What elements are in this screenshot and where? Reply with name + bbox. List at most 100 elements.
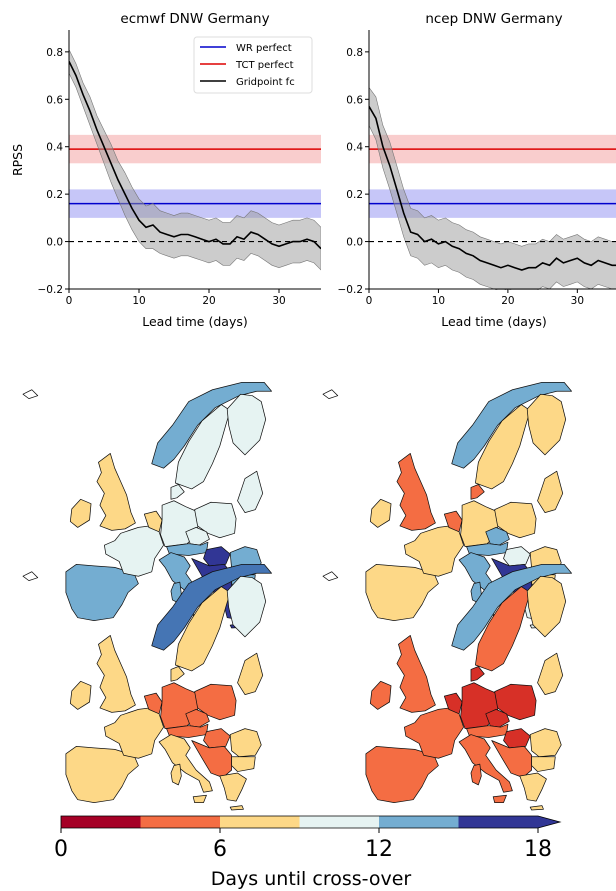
island-iceland-fragment bbox=[22, 389, 39, 400]
colorbar-outline bbox=[60, 815, 562, 829]
country-poland bbox=[494, 501, 537, 539]
map-bottom-left bbox=[22, 563, 272, 811]
colorbar-tick-label: 18 bbox=[524, 837, 552, 862]
x-tick-label: 10 bbox=[432, 295, 445, 307]
x-tick-label: 30 bbox=[571, 295, 584, 307]
map-top-left bbox=[22, 381, 272, 629]
country-romania bbox=[229, 728, 262, 758]
country-denmark bbox=[170, 666, 185, 682]
x-axis-label: Lead time (days) bbox=[142, 314, 247, 329]
y-tick-label: 0.6 bbox=[46, 94, 63, 106]
colorbar-bin bbox=[61, 816, 141, 828]
line-chart-ncep: ncep DNW Germany Lead time (days) 0 10 20 3… bbox=[338, 11, 616, 329]
country-iberia bbox=[65, 564, 139, 622]
y-tick-label: 0.4 bbox=[346, 142, 363, 154]
maps bbox=[22, 381, 572, 811]
y-tick-label: 0.8 bbox=[46, 47, 63, 59]
country-norway bbox=[151, 563, 272, 651]
country-bulgaria bbox=[531, 756, 556, 772]
chart-title: ncep DNW Germany bbox=[425, 11, 562, 27]
country-baltics bbox=[237, 470, 264, 513]
country-finland bbox=[526, 393, 567, 456]
country-balkans bbox=[191, 740, 233, 778]
colorbar-bin bbox=[140, 816, 220, 828]
colorbar: 0 6 12 18 bbox=[54, 815, 562, 862]
country-benelux bbox=[443, 692, 463, 715]
country-denmark bbox=[470, 666, 485, 682]
x-axis-label: Lead time (days) bbox=[441, 314, 546, 329]
series-line-gridpoint-fc bbox=[369, 105, 616, 271]
country-hungary bbox=[203, 546, 231, 567]
country-uk bbox=[396, 635, 436, 713]
y-tick-label: 0.0 bbox=[346, 237, 363, 249]
island-iceland-fragment bbox=[322, 389, 339, 400]
country-poland bbox=[194, 683, 237, 721]
country-bulgaria bbox=[231, 756, 256, 772]
legend-label-tct: TCT perfect bbox=[235, 60, 294, 71]
country-ireland bbox=[69, 498, 92, 528]
island-iceland-fragment bbox=[322, 571, 339, 582]
country-baltics bbox=[537, 470, 564, 513]
country-balkans bbox=[491, 740, 533, 778]
colorbar-bin bbox=[458, 816, 538, 828]
legend: WR perfect TCT perfect Gridpoint fc bbox=[193, 36, 313, 94]
country-iberia bbox=[365, 746, 439, 804]
country-denmark bbox=[170, 484, 185, 500]
y-tick-label: 0.8 bbox=[346, 47, 363, 59]
country-uk bbox=[96, 635, 136, 713]
island-sicily bbox=[192, 794, 207, 804]
country-romania bbox=[529, 728, 562, 758]
country-uk bbox=[396, 453, 436, 531]
legend-label-wr: WR perfect bbox=[236, 43, 292, 54]
legend-box bbox=[193, 36, 313, 94]
country-denmark bbox=[470, 484, 485, 500]
country-finland bbox=[226, 393, 267, 456]
x-tick-label: 10 bbox=[132, 295, 145, 307]
y-tick-label: −0.2 bbox=[38, 284, 64, 296]
colorbar-label: Days until cross-over bbox=[211, 868, 412, 890]
country-greece bbox=[219, 772, 247, 802]
country-norway bbox=[451, 381, 572, 469]
island-sicily bbox=[492, 794, 507, 804]
y-tick-label: −0.2 bbox=[338, 284, 364, 296]
country-baltics bbox=[537, 652, 564, 695]
country-hungary bbox=[503, 728, 531, 749]
country-hungary bbox=[503, 546, 531, 567]
country-baltics bbox=[237, 652, 264, 695]
colorbar-bin bbox=[299, 816, 379, 828]
colorbar-bin bbox=[379, 816, 459, 828]
series-uncertainty-band bbox=[69, 49, 321, 271]
country-finland bbox=[526, 575, 567, 638]
country-benelux bbox=[143, 510, 163, 533]
country-norway bbox=[451, 563, 572, 651]
colorbar-tick-label: 0 bbox=[54, 837, 68, 862]
country-ireland bbox=[369, 498, 392, 528]
x-tick-label: 20 bbox=[501, 295, 514, 307]
map-bottom-right bbox=[322, 563, 572, 811]
x-tick-label: 0 bbox=[366, 295, 373, 307]
island-sardinia-corsica bbox=[170, 763, 182, 786]
country-poland bbox=[494, 683, 537, 721]
country-benelux bbox=[443, 510, 463, 533]
line-chart-ecmwf: ecmwf DNW Germany Lead time (days) RPSS … bbox=[10, 11, 321, 329]
country-benelux bbox=[143, 692, 163, 715]
y-tick-label: 0.4 bbox=[46, 142, 63, 154]
island-crete bbox=[229, 805, 244, 811]
country-uk bbox=[96, 453, 136, 531]
country-hungary bbox=[203, 728, 231, 749]
country-iberia bbox=[365, 564, 439, 622]
y-tick-label: 0.2 bbox=[346, 189, 363, 201]
island-sardinia-corsica bbox=[470, 763, 482, 786]
country-finland bbox=[226, 575, 267, 638]
x-tick-label: 0 bbox=[66, 295, 73, 307]
y-tick-label: 0.6 bbox=[346, 94, 363, 106]
map-top-right bbox=[322, 381, 572, 629]
country-greece bbox=[519, 772, 547, 802]
country-poland bbox=[194, 501, 237, 539]
country-italy bbox=[458, 734, 513, 793]
chart-title: ecmwf DNW Germany bbox=[120, 11, 269, 27]
y-tick-label: 0.2 bbox=[46, 189, 63, 201]
x-tick-label: 20 bbox=[202, 295, 215, 307]
country-ireland bbox=[369, 680, 392, 710]
